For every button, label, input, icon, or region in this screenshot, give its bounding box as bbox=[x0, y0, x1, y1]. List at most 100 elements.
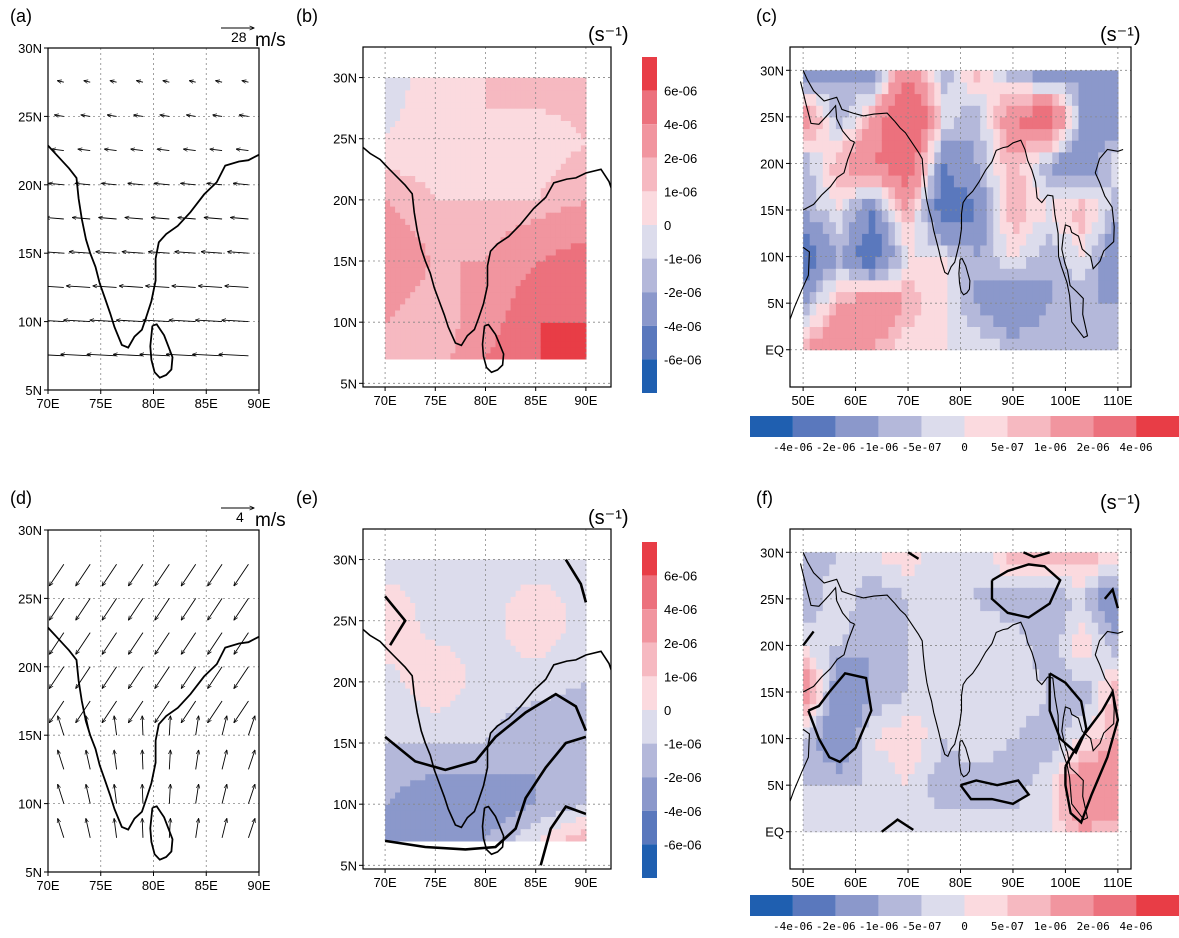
e-cell bbox=[430, 791, 436, 799]
e-cell bbox=[425, 700, 431, 707]
e-cell bbox=[455, 816, 461, 824]
e-cell bbox=[490, 590, 497, 597]
c-cell bbox=[908, 186, 916, 199]
e-cell bbox=[500, 584, 507, 591]
b-cell bbox=[475, 212, 482, 219]
b-cell bbox=[530, 303, 537, 311]
b-xtick-label: 85E bbox=[524, 393, 547, 408]
b-cell bbox=[575, 279, 582, 287]
e-cell bbox=[410, 602, 416, 610]
b-cell bbox=[500, 346, 507, 354]
c-cell bbox=[868, 105, 876, 118]
e-cell bbox=[535, 688, 542, 695]
e-cell bbox=[400, 736, 406, 744]
b-cell bbox=[580, 230, 587, 238]
b-cell bbox=[555, 89, 562, 97]
e-cell bbox=[450, 834, 456, 842]
b-cell bbox=[500, 83, 507, 91]
e-cell bbox=[485, 669, 492, 677]
c-cell bbox=[1032, 70, 1040, 83]
b-cell bbox=[385, 334, 391, 342]
c-cell bbox=[816, 81, 824, 95]
b-cell bbox=[425, 254, 431, 262]
b-cell bbox=[540, 120, 547, 128]
b-cell bbox=[440, 261, 446, 268]
e-cell bbox=[395, 633, 401, 640]
e-cell bbox=[395, 584, 401, 591]
e-cell bbox=[385, 688, 391, 695]
c-cell bbox=[901, 256, 909, 269]
b-cell bbox=[570, 144, 577, 152]
c-cell bbox=[1058, 163, 1067, 176]
b-cell bbox=[385, 114, 391, 121]
e-cell bbox=[505, 773, 512, 781]
b-cell bbox=[400, 224, 406, 231]
e-cell bbox=[480, 712, 487, 720]
b-cell bbox=[565, 151, 572, 158]
e-cell bbox=[520, 822, 527, 830]
c-cell bbox=[894, 198, 903, 211]
e-cell bbox=[545, 584, 552, 591]
b-cell bbox=[565, 199, 572, 207]
e-cell bbox=[450, 712, 456, 720]
b-cell bbox=[385, 83, 391, 91]
c-cell bbox=[862, 303, 870, 316]
b-cell bbox=[410, 95, 416, 103]
b-cell bbox=[425, 273, 431, 280]
e-cell bbox=[455, 688, 461, 695]
c-cell bbox=[809, 70, 817, 83]
e-cell bbox=[475, 730, 482, 738]
e-cell bbox=[420, 620, 426, 628]
b-cell bbox=[505, 340, 512, 348]
e-cell bbox=[575, 834, 582, 842]
e-cell bbox=[455, 834, 461, 842]
c-cell bbox=[881, 128, 889, 141]
b-cell bbox=[555, 77, 562, 85]
e-cell bbox=[455, 596, 461, 603]
e-cell bbox=[495, 657, 502, 665]
e-cell bbox=[390, 767, 396, 775]
b-cell bbox=[425, 206, 431, 213]
b-cell bbox=[475, 248, 482, 256]
b-cell bbox=[530, 120, 537, 128]
e-cell bbox=[555, 822, 562, 830]
e-cell bbox=[390, 663, 396, 671]
b-cell bbox=[485, 89, 492, 97]
e-cell bbox=[460, 602, 466, 610]
b-cell bbox=[515, 144, 522, 152]
e-cell bbox=[495, 681, 502, 689]
e-cell bbox=[395, 822, 401, 830]
c-cell bbox=[1019, 221, 1027, 234]
e-cell bbox=[450, 584, 456, 591]
e-cell bbox=[500, 694, 507, 701]
b-cell bbox=[465, 346, 471, 354]
b-cell bbox=[575, 303, 582, 311]
b-cell bbox=[450, 316, 456, 323]
c-cell bbox=[1085, 210, 1093, 223]
e-cell bbox=[540, 785, 547, 793]
e-cell bbox=[415, 816, 421, 824]
e-cell bbox=[395, 798, 401, 805]
e-cell bbox=[520, 773, 527, 781]
e-cell bbox=[500, 767, 507, 775]
b-cell bbox=[555, 126, 562, 134]
b-cell bbox=[490, 236, 497, 244]
e-cell bbox=[540, 761, 547, 769]
b-cell bbox=[515, 181, 522, 189]
e-significance-contour bbox=[384, 692, 588, 772]
e-cell bbox=[500, 755, 507, 762]
e-cell bbox=[580, 755, 587, 762]
e-cell bbox=[510, 608, 517, 616]
b-ytick-label: 15N bbox=[333, 254, 357, 269]
b-cell bbox=[430, 181, 436, 189]
b-cell bbox=[425, 199, 431, 207]
e-cell bbox=[385, 798, 391, 805]
e-cell bbox=[485, 785, 492, 793]
b-cell bbox=[445, 340, 451, 348]
c-cell bbox=[1058, 151, 1067, 164]
b-cell bbox=[470, 322, 476, 329]
e-cell bbox=[415, 767, 421, 775]
c-cell bbox=[868, 151, 876, 164]
b-cell bbox=[435, 248, 441, 256]
c-cell bbox=[868, 175, 876, 188]
